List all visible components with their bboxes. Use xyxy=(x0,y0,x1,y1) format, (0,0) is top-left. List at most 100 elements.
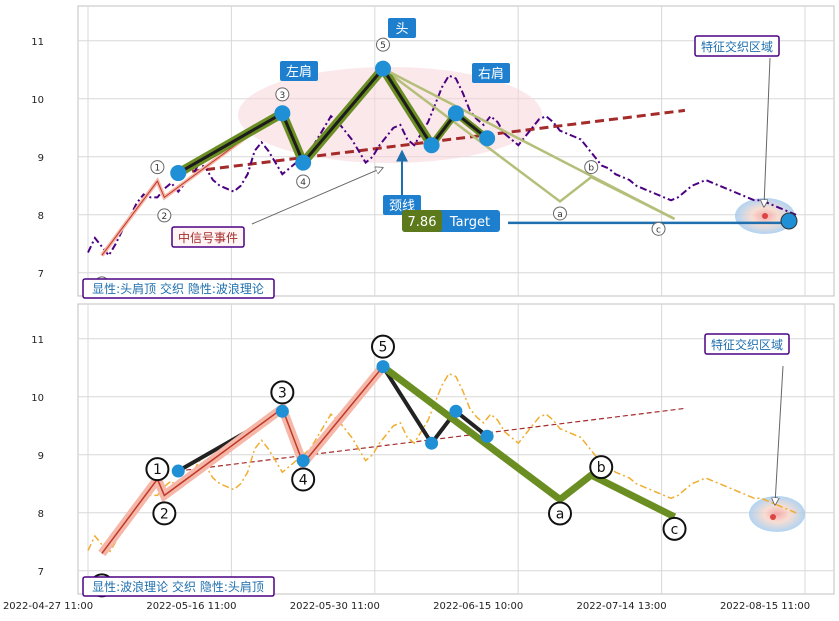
right-shoulder-text: 右肩 xyxy=(478,66,504,82)
wave-label-text: 4 xyxy=(299,473,308,489)
x-tick-label: 2022-05-16 11:00 xyxy=(146,601,236,612)
x-axis-ticks: 2022-04-27 11:00 2022-05-16 11:00 2022-05-… xyxy=(3,601,810,612)
wave-label-text: b xyxy=(588,164,594,174)
label-signal-event: 中信号事件 xyxy=(171,226,245,248)
x-tick-label: 2022-04-27 11:00 xyxy=(3,601,93,612)
wave-label-text: 3 xyxy=(279,91,285,101)
signal-arrow xyxy=(251,168,382,225)
head-shoulders-marker xyxy=(480,429,494,443)
corner-bottom-text: 显性:波浪理论 交织 隐性:头肩顶 xyxy=(92,579,264,594)
y-tick-label: 9 xyxy=(38,451,44,462)
bottom-panel-frame xyxy=(77,303,835,595)
target-marker xyxy=(780,212,798,230)
y-tick-label: 9 xyxy=(38,153,44,164)
head-shoulders-marker xyxy=(449,404,463,418)
wave-label-text: 1 xyxy=(153,462,162,478)
label-left-shoulder: 左肩 xyxy=(280,61,318,81)
x-tick-label: 2022-08-15 11:00 xyxy=(720,601,810,612)
wave-impulse-band xyxy=(98,363,387,557)
top-markers-layer xyxy=(170,60,798,230)
label-corner-top: 显性:头肩顶 交织 隐性:波浪理论 xyxy=(82,278,275,299)
head-shoulders-marker xyxy=(479,130,496,147)
wave-label-text: 5 xyxy=(380,41,386,51)
wave-label-text: 5 xyxy=(379,340,388,356)
wave-label-text: a xyxy=(557,210,563,220)
head-shoulders-marker xyxy=(423,137,440,154)
wave-label-text: a xyxy=(556,506,565,522)
zone-top-text: 特征交织区域 xyxy=(701,39,773,54)
wave-label-circle xyxy=(553,206,567,221)
head-shoulders-marker xyxy=(447,105,464,122)
wave-label-text: 3 xyxy=(278,385,287,401)
wave-label-text: b xyxy=(597,460,606,476)
top-y-ticks: 7 8 9 10 11 xyxy=(31,37,44,280)
bottom-markers-layer xyxy=(171,360,776,520)
wave-label-circle xyxy=(589,455,614,480)
wave-label-text: 4 xyxy=(300,178,306,188)
label-right-shoulder: 右肩 xyxy=(472,63,510,83)
head-text: 头 xyxy=(395,22,408,37)
neckline xyxy=(178,407,686,472)
y-tick-label: 11 xyxy=(31,335,44,346)
zone-center-dot xyxy=(770,514,776,520)
x-tick-label: 2022-07-14 13:00 xyxy=(577,601,667,612)
wave-label-text: c xyxy=(656,225,661,235)
head-shoulders-marker xyxy=(296,454,310,468)
corner-top-text: 显性:头肩顶 交织 隐性:波浪理论 xyxy=(92,281,264,296)
head-shoulders-marker xyxy=(375,60,391,77)
wave-correction-line xyxy=(380,363,677,520)
zone-arrow-bottom xyxy=(775,365,784,504)
wave-label-text: 2 xyxy=(161,212,167,222)
y-tick-label: 7 xyxy=(38,269,44,280)
wave-label-circle xyxy=(296,174,311,189)
wave-impulse-line xyxy=(101,366,384,554)
wave-label-circle xyxy=(584,160,599,175)
target-value: 7.86 xyxy=(408,215,437,230)
wave-label-circle xyxy=(270,380,295,405)
y-tick-label: 8 xyxy=(38,509,44,520)
zone-bottom-text: 特征交织区域 xyxy=(711,337,783,352)
wave-label-text: 1 xyxy=(155,164,161,174)
wave-label-circle xyxy=(662,516,687,541)
head-shoulders-marker xyxy=(425,436,439,450)
wave-label-circle xyxy=(152,501,177,526)
y-tick-label: 11 xyxy=(31,37,44,48)
wave-label-circle xyxy=(145,457,170,482)
y-tick-label: 7 xyxy=(38,567,44,578)
head-shoulders-marker xyxy=(171,464,185,478)
x-tick-label: 2022-05-30 11:00 xyxy=(290,601,380,612)
x-tick-label: 2022-06-15 10:00 xyxy=(433,601,523,612)
y-tick-label: 10 xyxy=(31,393,44,404)
feature-zone-bottom-outer xyxy=(749,496,805,532)
head-shoulders-marker xyxy=(376,360,390,374)
wave-label-text: 2 xyxy=(160,506,169,522)
wave-label-circle xyxy=(150,160,165,175)
head-shoulders-region xyxy=(238,67,542,163)
wave-impulse-line xyxy=(101,109,283,256)
target-badge: 7.86 Target xyxy=(402,210,500,232)
wave-label-circle xyxy=(275,87,290,102)
zone-arrow-top xyxy=(764,57,771,206)
bottom-grid xyxy=(78,304,834,594)
top-panel-frame xyxy=(77,5,835,297)
bottom-y-ticks: 7 8 9 10 11 xyxy=(31,335,44,578)
wave-label-circle xyxy=(371,334,395,359)
y-tick-label: 8 xyxy=(38,211,44,222)
label-zone-top: 特征交织区域 xyxy=(694,35,780,57)
target-label: Target xyxy=(449,215,490,230)
head-shoulders-marker xyxy=(275,404,289,418)
bottom-wave-layer xyxy=(98,363,677,557)
head-shoulders-marker xyxy=(274,105,291,122)
y-tick-label: 10 xyxy=(31,95,44,106)
label-zone-bottom: 特征交织区域 xyxy=(704,333,790,355)
label-corner-bottom: 显性:波浪理论 交织 隐性:头肩顶 xyxy=(82,576,275,597)
wave-label-text: c xyxy=(671,522,679,538)
head-shoulders-marker xyxy=(170,165,187,182)
wave-label-circle xyxy=(376,37,390,52)
left-shoulder-text: 左肩 xyxy=(286,64,312,80)
zone-center-dot xyxy=(762,213,768,219)
wave-label-circle xyxy=(548,501,572,526)
